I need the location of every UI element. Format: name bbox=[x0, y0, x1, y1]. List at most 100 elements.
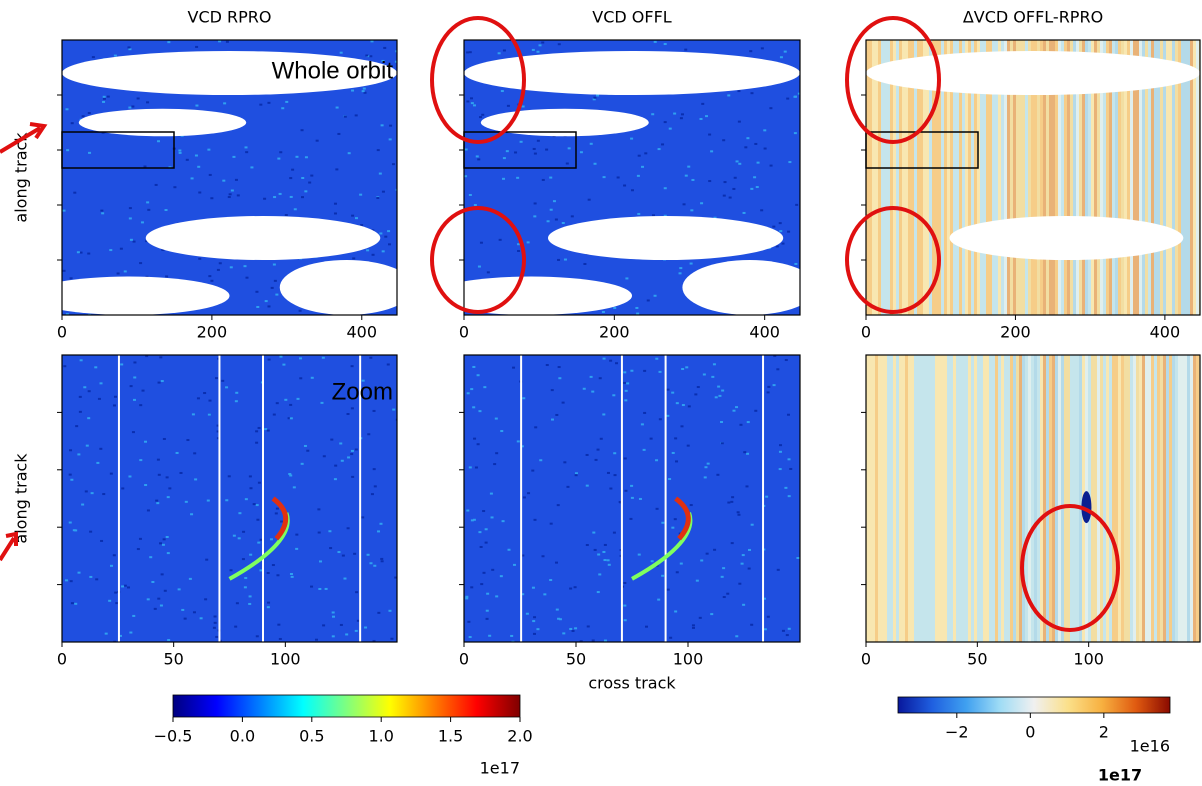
noise bbox=[157, 381, 161, 384]
noise bbox=[128, 475, 132, 478]
noise bbox=[68, 473, 72, 476]
noise bbox=[361, 379, 365, 382]
noise bbox=[76, 251, 80, 254]
noise bbox=[554, 561, 558, 564]
noise bbox=[292, 486, 296, 489]
noise bbox=[661, 574, 665, 577]
noise bbox=[742, 603, 746, 606]
stripe bbox=[914, 40, 917, 315]
noise bbox=[730, 500, 734, 503]
noise bbox=[720, 575, 724, 578]
noise bbox=[703, 476, 707, 479]
stripe bbox=[980, 40, 983, 315]
noise bbox=[674, 437, 678, 440]
noise bbox=[256, 518, 260, 521]
noise bbox=[760, 47, 764, 50]
stripe bbox=[890, 355, 893, 642]
noise bbox=[143, 165, 147, 168]
panel-image bbox=[464, 40, 800, 315]
noise bbox=[208, 399, 212, 402]
noise bbox=[694, 393, 698, 396]
noise bbox=[131, 105, 135, 108]
noise bbox=[284, 398, 288, 401]
noise bbox=[593, 548, 597, 551]
stripe bbox=[1175, 40, 1178, 315]
noise bbox=[99, 382, 103, 385]
stripe bbox=[1058, 355, 1061, 642]
stripe bbox=[1046, 355, 1049, 642]
noise bbox=[62, 209, 66, 212]
noise bbox=[300, 462, 304, 465]
stripe bbox=[1190, 355, 1193, 642]
noise bbox=[514, 151, 518, 154]
noise bbox=[663, 121, 667, 124]
noise bbox=[128, 106, 132, 109]
noise bbox=[706, 462, 710, 465]
colorbar-tick-label: 0.0 bbox=[230, 727, 255, 746]
noise bbox=[249, 553, 253, 556]
noise bbox=[465, 597, 469, 600]
noise bbox=[267, 601, 271, 604]
noise bbox=[129, 385, 133, 388]
stripe bbox=[941, 355, 944, 642]
noise bbox=[644, 152, 648, 155]
stripe bbox=[1007, 40, 1010, 315]
noise bbox=[545, 148, 549, 151]
offset-note: 1e17 bbox=[1098, 766, 1142, 783]
noise bbox=[75, 425, 79, 428]
stripe bbox=[1064, 40, 1067, 315]
noise bbox=[157, 597, 161, 600]
noise bbox=[736, 511, 740, 514]
noise bbox=[640, 423, 644, 426]
noise bbox=[218, 40, 222, 43]
noise bbox=[331, 635, 335, 638]
stripe bbox=[1193, 355, 1196, 642]
noise bbox=[533, 215, 537, 218]
noise bbox=[166, 552, 170, 555]
colorbar bbox=[897, 696, 1171, 714]
noise bbox=[624, 399, 628, 402]
noise bbox=[616, 176, 620, 179]
noise bbox=[89, 575, 93, 578]
stripe bbox=[962, 40, 965, 315]
stripe bbox=[929, 355, 932, 642]
stripe bbox=[1043, 355, 1046, 642]
stripe bbox=[1064, 355, 1067, 642]
cloud bbox=[62, 276, 230, 315]
noise bbox=[702, 373, 706, 376]
noise bbox=[191, 413, 195, 416]
noise bbox=[606, 559, 610, 562]
noise bbox=[673, 518, 677, 521]
noise bbox=[164, 209, 168, 212]
noise bbox=[750, 623, 754, 626]
noise bbox=[331, 611, 335, 614]
noise bbox=[574, 474, 578, 477]
stripe bbox=[911, 40, 914, 315]
stripe bbox=[926, 40, 929, 315]
noise bbox=[591, 390, 595, 393]
noise bbox=[65, 108, 69, 111]
noise bbox=[243, 586, 247, 589]
stripe bbox=[899, 40, 902, 315]
noise bbox=[586, 625, 590, 628]
noise bbox=[598, 573, 602, 576]
noise bbox=[623, 381, 627, 384]
stripe bbox=[1001, 355, 1004, 642]
noise bbox=[156, 502, 160, 505]
noise bbox=[502, 49, 506, 52]
noise bbox=[66, 149, 70, 152]
noise bbox=[522, 397, 526, 400]
stripe bbox=[1109, 40, 1112, 315]
noise bbox=[710, 150, 714, 153]
noise bbox=[699, 117, 703, 120]
noise bbox=[95, 578, 99, 581]
noise bbox=[563, 258, 567, 261]
noise bbox=[275, 402, 279, 405]
stripe bbox=[1142, 355, 1145, 642]
stripe bbox=[887, 355, 890, 642]
noise bbox=[141, 389, 145, 392]
noise bbox=[599, 437, 603, 440]
noise bbox=[469, 97, 473, 100]
stripe bbox=[1031, 40, 1034, 315]
noise bbox=[754, 409, 758, 412]
